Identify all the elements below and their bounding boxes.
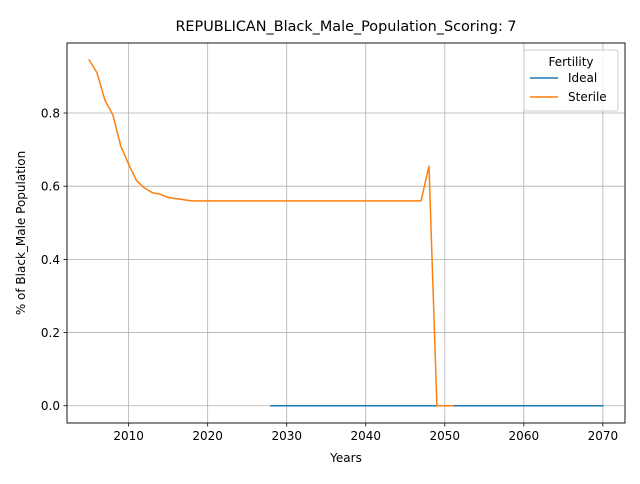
legend: Fertility Ideal Sterile (523, 49, 619, 112)
series-layer (88, 58, 604, 407)
y-axis-label: % of Black_Male Population (14, 151, 28, 315)
series-line-sterile (88, 58, 454, 407)
y-tick-label: 0.4 (41, 253, 60, 267)
x-tick-label: 2040 (350, 429, 381, 443)
y-tick-label: 0.0 (41, 399, 60, 413)
chart-title: REPUBLICAN_Black_Male_Population_Scoring… (175, 19, 516, 35)
y-tick-label: 0.2 (41, 326, 60, 340)
legend-box (523, 49, 619, 112)
plot-frame (66, 42, 626, 424)
x-tick-label: 2020 (192, 429, 223, 443)
x-tick-label: 2030 (271, 429, 302, 443)
legend-title: Fertility (548, 55, 593, 69)
legend-label-ideal: Ideal (568, 71, 597, 85)
y-tick-label: 0.6 (41, 180, 60, 194)
x-tick-label: 2060 (509, 429, 540, 443)
y-tick-label: 0.8 (41, 107, 60, 121)
legend-label-sterile: Sterile (568, 90, 607, 104)
y-axis-ticks: 0.0 0.2 0.4 0.6 0.8 (41, 107, 67, 413)
x-axis-ticks: 2010 2020 2030 2040 2050 2060 2070 (113, 423, 618, 443)
x-tick-label: 2070 (588, 429, 619, 443)
x-axis-label: Years (329, 451, 362, 465)
x-tick-label: 2010 (113, 429, 144, 443)
x-tick-label: 2050 (430, 429, 461, 443)
